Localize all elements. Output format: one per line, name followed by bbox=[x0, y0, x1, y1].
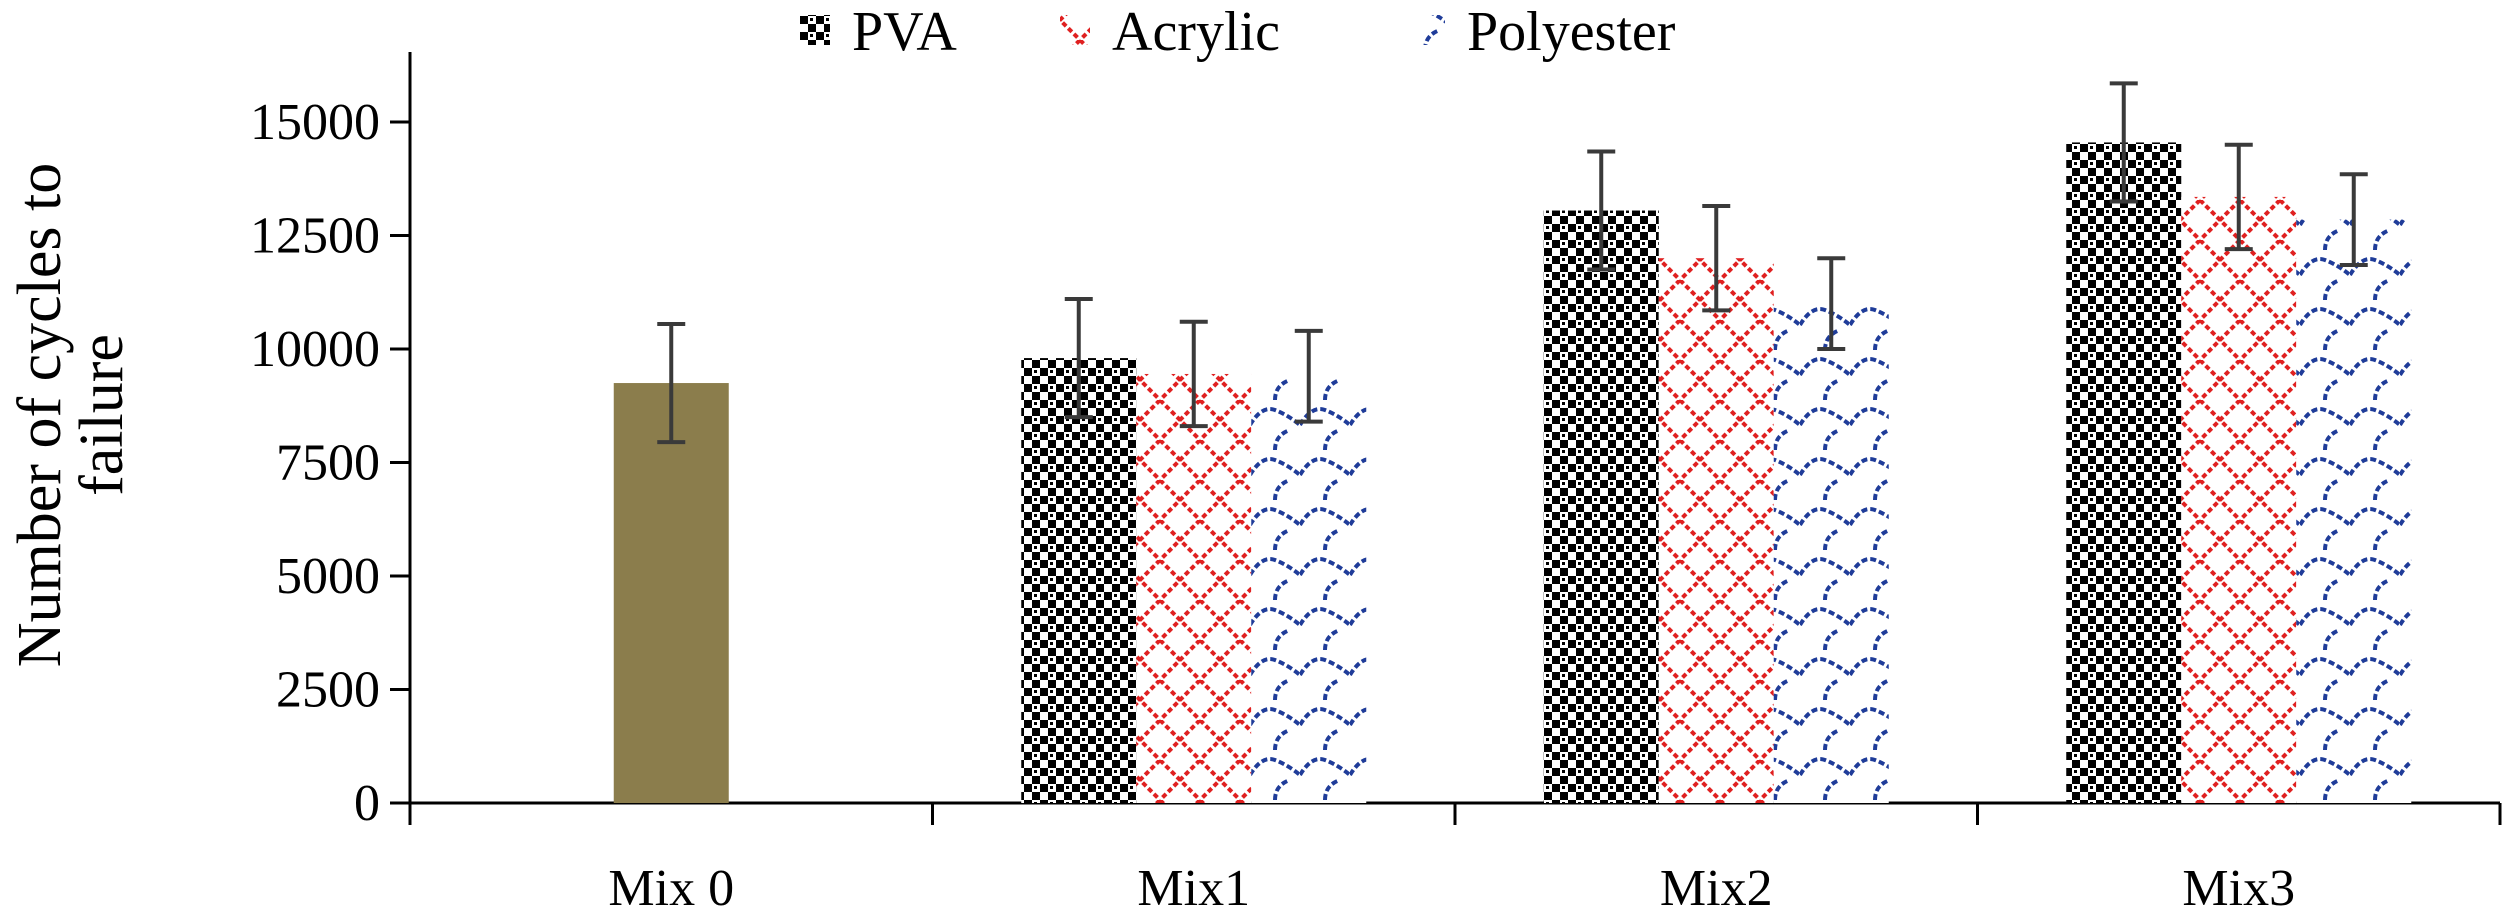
bar-acrylic-mix3 bbox=[2181, 196, 2297, 803]
error-bar bbox=[2224, 142, 2253, 252]
legend-label: Polyester bbox=[1467, 1, 1676, 63]
error-bar bbox=[1702, 203, 1731, 313]
y-tick-label: 15000 bbox=[250, 94, 380, 151]
y-tick-label: 5000 bbox=[276, 548, 380, 605]
x-tick-label: Mix2 bbox=[1660, 860, 1773, 917]
legend-item-acrylic: Acrylic bbox=[1060, 1, 1280, 63]
error-bar bbox=[1587, 149, 1616, 272]
bar-pva-mix2 bbox=[1543, 210, 1659, 803]
x-tick-label: Mix1 bbox=[1137, 860, 1250, 917]
x-tick-labels: Mix 0 Mix1 Mix2 Mix3 bbox=[608, 860, 2295, 917]
y-tick-label: 0 bbox=[354, 775, 380, 832]
y-tick-label: 12500 bbox=[250, 208, 380, 265]
bar-pva-mix1 bbox=[1021, 358, 1137, 803]
legend-item-pva: PVA bbox=[800, 1, 957, 63]
error-bars bbox=[657, 81, 2368, 445]
y-tick-label: 2500 bbox=[276, 662, 380, 719]
bar-polyester-mix2 bbox=[1773, 303, 1889, 803]
legend-swatch bbox=[1060, 15, 1090, 45]
x-tick-label: Mix3 bbox=[2182, 860, 2295, 917]
error-bar bbox=[1064, 297, 1093, 420]
legend-item-polyester: Polyester bbox=[1415, 1, 1676, 63]
bar-pva-mix3 bbox=[2066, 142, 2182, 803]
y-tick-label: 10000 bbox=[250, 321, 380, 378]
bar-mix0-control bbox=[613, 383, 729, 803]
error-bar bbox=[657, 322, 686, 445]
x-tick-label: Mix 0 bbox=[608, 860, 734, 917]
error-bar bbox=[1817, 256, 1846, 351]
y-ticks: 0 2500 5000 7500 10000 12500 15000 bbox=[250, 94, 410, 832]
y-tick-label: 7500 bbox=[276, 435, 380, 492]
bar-polyester-mix3 bbox=[2296, 219, 2412, 804]
bar-acrylic-mix1 bbox=[1136, 373, 1252, 803]
y-axis-title-line-1: Number of cycles to bbox=[6, 163, 74, 667]
error-bar bbox=[1294, 328, 1323, 424]
error-bar bbox=[2109, 81, 2138, 204]
y-axis-title-line-2: failure bbox=[68, 334, 136, 496]
legend-label: Acrylic bbox=[1112, 1, 1280, 63]
legend: PVA Acrylic Polyester bbox=[800, 1, 1676, 63]
error-bar bbox=[1179, 319, 1208, 429]
error-bar bbox=[2339, 172, 2368, 268]
y-axis-title: Number of cycles to failure bbox=[6, 163, 136, 667]
legend-swatch bbox=[1415, 15, 1445, 45]
legend-swatch bbox=[800, 15, 830, 45]
bars bbox=[613, 142, 2412, 804]
legend-label: PVA bbox=[852, 1, 957, 63]
bar-polyester-mix1 bbox=[1251, 376, 1367, 803]
bar-acrylic-mix2 bbox=[1658, 258, 1774, 803]
